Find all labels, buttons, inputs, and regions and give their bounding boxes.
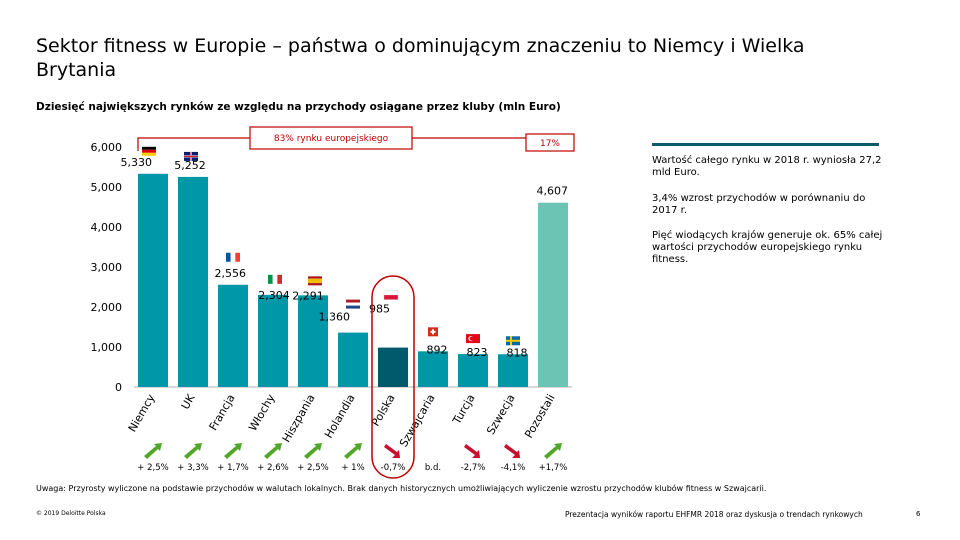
market-share-label: 83% rynku europejskiego [274,134,389,144]
bar-pozostali [538,202,568,387]
category-label: UK [179,391,198,411]
growth-label: -2,7% [461,463,486,473]
turkey-flag [466,334,480,344]
y-tick-label: 3,000 [91,261,123,274]
category-label: Szwajcaria [397,392,438,449]
value-label: 5,252 [174,159,206,172]
growth-up-icon [264,443,282,459]
growth-label: -0,7% [381,463,406,473]
growth-label: + 2,6% [257,463,288,473]
category-label: Szwecja [484,392,517,437]
bar-szwajcaria [418,351,448,387]
growth-up-icon [304,443,322,459]
growth-down-icon [464,444,480,458]
category-label: Pozostali [522,392,557,440]
note-top-five: Pięć wiodących krajów generuje ok. 65% c… [652,230,883,265]
page-number: 6 [916,510,921,518]
bar-hiszpania [298,295,328,387]
value-label: 818 [507,346,528,359]
category-label: Niemcy [126,392,158,435]
notes-divider [652,143,879,146]
y-tick-label: 2,000 [91,301,123,314]
bar-szwecja [498,354,528,387]
bar-francja [218,284,248,387]
netherlands-flag [346,299,360,309]
bar-polska [378,347,408,387]
footer-title: Prezentacja wyników raportu EHFMR 2018 o… [565,510,863,519]
value-label: 1,360 [319,311,351,324]
italy-flag [268,274,282,284]
bar-holandia [338,332,368,387]
page-title: Sektor fitness w Europie – państwa o dom… [36,35,805,81]
growth-up-icon [144,443,162,459]
uk-flag [184,151,198,161]
chart-subtitle: Dziesięć największych rynków ze względu … [36,101,561,113]
highlight-oval [371,275,415,479]
germany-flag [142,146,156,156]
value-label: 2,291 [292,289,324,302]
category-label: Włochy [246,392,278,434]
bar-uk [178,176,208,387]
france-flag [226,252,240,262]
value-label: 985 [369,303,390,316]
growth-label: + 1,7% [217,463,248,473]
growth-up-icon [224,443,242,459]
market-share-box [249,126,413,150]
category-label: Holandia [322,392,358,441]
y-tick-label: 1,000 [91,341,123,354]
growth-label: + 3,3% [177,463,208,473]
value-label: 2,304 [258,289,290,302]
switzerland-flag [428,327,438,337]
growth-label: b.d. [425,463,441,473]
bar-niemcy [138,173,168,387]
category-label: Turcja [450,392,478,427]
other-share-label: 17% [540,139,560,149]
spain-flag [308,276,322,286]
growth-label: + 2,5% [297,463,328,473]
note-growth: 3,4% wzrost przychodów w porównaniu do 2… [652,193,866,216]
poland-flag [383,290,399,300]
category-label: Polska [369,392,398,429]
value-label: 2,556 [215,267,247,280]
category-label: Hiszpania [280,392,318,445]
growth-label: + 1% [341,463,364,473]
value-label: 823 [467,346,488,359]
growth-down-icon [504,444,520,458]
sweden-flag [506,336,520,346]
growth-up-icon [544,443,562,459]
growth-label: + 2,5% [137,463,168,473]
y-tick-label: 0 [115,381,122,394]
value-label: 4,607 [537,185,569,198]
growth-label: +1,7% [539,463,568,473]
copyright: © 2019 Deloitte Polska [36,510,106,517]
growth-up-icon [184,443,202,459]
bar-włochy [258,294,288,387]
y-tick-label: 4,000 [91,221,123,234]
growth-down-icon [384,444,400,458]
growth-label: -4,1% [501,463,526,473]
y-tick-label: 5,000 [91,181,123,194]
category-label: Francja [207,392,238,433]
growth-up-icon [344,443,362,459]
value-label: 5,330 [121,156,153,169]
y-tick-label: 6,000 [91,141,123,154]
note-total-market: Wartość całego rynku w 2018 r. wyniosła … [652,155,882,178]
bar-turcja [458,354,488,387]
footnote: Uwaga: Przyrosty wyliczone na podstawie … [36,484,767,493]
other-share-box [525,133,575,152]
value-label: 892 [427,343,448,356]
